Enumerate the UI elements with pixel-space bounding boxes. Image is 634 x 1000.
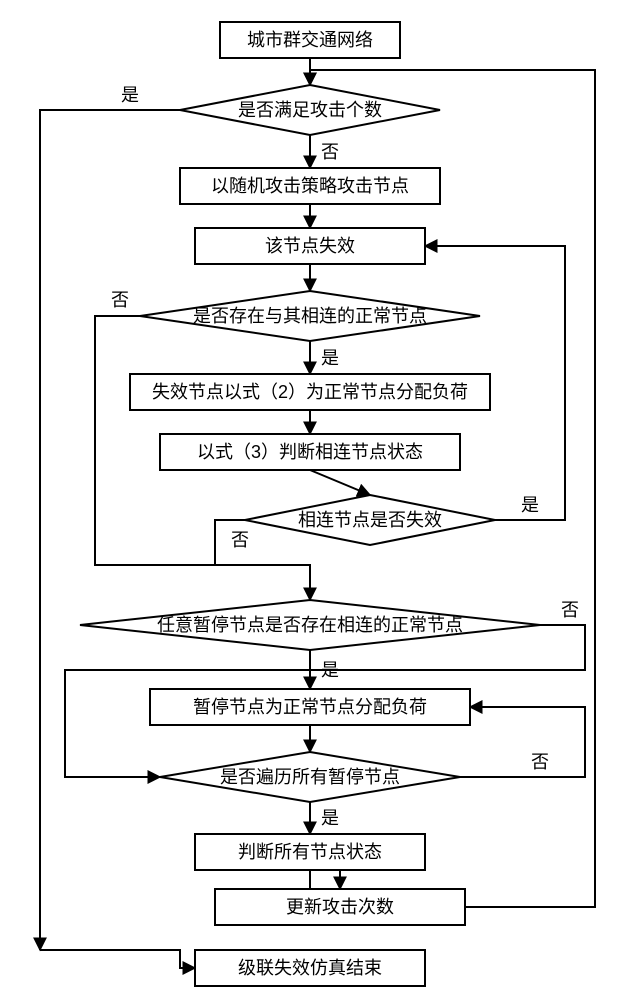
node-label: 相连节点是否失效	[298, 510, 442, 530]
node-label: 判断所有节点状态	[238, 842, 382, 862]
node-label: 是否遍历所有暂停节点	[220, 767, 400, 787]
node-label: 任意暂停节点是否存在相连的正常节点	[157, 615, 463, 635]
node-n_pausealloc: 暂停节点为正常节点分配负荷	[150, 689, 470, 725]
node-n_alloc: 失效节点以式（2）为正常节点分配负荷	[130, 374, 490, 410]
edge-label: 否	[531, 752, 549, 772]
node-n_update: 更新攻击次数	[215, 889, 465, 925]
flow-edge	[460, 707, 585, 777]
node-label: 以式（3）判断相连节点状态	[197, 442, 423, 462]
node-d_hasadj: 是否存在与其相连的正常节点	[140, 291, 480, 341]
edge-label: 否	[321, 142, 339, 162]
node-label: 城市群交通网络	[247, 30, 373, 50]
node-n_fail: 该节点失效	[195, 228, 425, 264]
node-label: 暂停节点为正常节点分配负荷	[193, 697, 427, 717]
node-n_judgeall: 判断所有节点状态	[195, 834, 425, 870]
node-label: 级联失效仿真结束	[238, 958, 382, 978]
node-n_attack: 以随机攻击策略攻击节点	[180, 168, 440, 204]
node-label: 更新攻击次数	[286, 897, 394, 917]
node-n_end: 级联失效仿真结束	[195, 950, 425, 986]
edge-label: 是	[321, 348, 339, 368]
node-d_attackcnt: 是否满足攻击个数	[180, 85, 440, 135]
flow-edge	[310, 470, 370, 495]
node-label: 该节点失效	[265, 236, 355, 256]
edge-label: 否	[561, 600, 579, 620]
node-d_traverse: 是否遍历所有暂停节点	[160, 752, 460, 802]
node-label: 以随机攻击策略攻击节点	[211, 176, 409, 196]
flow-edge	[40, 950, 195, 968]
edge-label: 是	[521, 495, 539, 515]
edge-label: 否	[111, 290, 129, 310]
node-d_pauseadj: 任意暂停节点是否存在相连的正常节点	[80, 600, 540, 650]
flow-edge	[310, 870, 340, 889]
node-label: 失效节点以式（2）为正常节点分配负荷	[152, 382, 468, 402]
edge-label: 是	[321, 808, 339, 828]
node-label: 是否满足攻击个数	[238, 100, 382, 120]
node-n_judge: 以式（3）判断相连节点状态	[160, 434, 460, 470]
node-label: 是否存在与其相连的正常节点	[193, 306, 427, 326]
flow-edge	[40, 110, 180, 950]
edge-label: 是	[121, 85, 139, 105]
node-n_start: 城市群交通网络	[220, 22, 400, 58]
edge-label: 否	[231, 530, 249, 550]
node-d_adjfail: 相连节点是否失效	[245, 495, 495, 545]
